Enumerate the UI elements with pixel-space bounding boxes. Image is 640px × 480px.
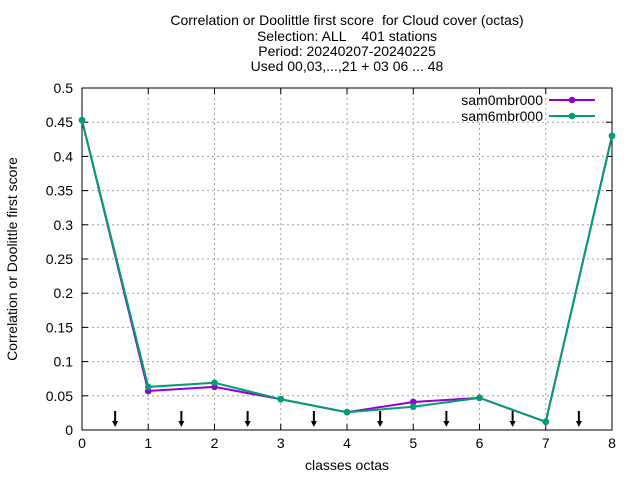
y-tick-label: 0.1 [54,354,74,370]
x-tick-label: 3 [277,435,285,451]
data-point-sam6mbr000 [343,408,351,416]
y-tick-label: 0.25 [46,251,73,267]
data-point-sam0mbr000 [409,398,417,406]
x-tick-label: 0 [78,435,86,451]
arrow-mark-head [112,421,119,427]
data-point-sam6mbr000 [277,395,285,403]
arrow-mark-head [377,421,384,427]
x-tick-label: 5 [409,435,417,451]
y-tick-label: 0.35 [46,183,73,199]
x-tick-label: 4 [343,435,351,451]
x-tick-label: 7 [542,435,550,451]
title-line-4: Used 00,03,...,21 + 03 06 ... 48 [250,58,444,74]
data-point-sam6mbr000 [476,394,483,402]
legend-label: sam6mbr000 [461,108,543,124]
y-tick-label: 0.15 [46,319,73,335]
arrow-mark-head [244,421,251,427]
data-point-sam6mbr000 [144,383,152,391]
y-tick-label: 0.05 [46,388,73,404]
legend-marker [568,96,576,104]
y-tick-label: 0.2 [54,285,74,301]
arrow-mark-head [310,421,317,427]
y-tick-label: 0.4 [54,148,74,164]
y-tick-label: 0.5 [54,80,74,96]
data-point-sam6mbr000 [211,379,218,387]
series-line-sam0mbr000 [81,119,613,424]
data-point-sam6mbr000 [542,418,550,426]
legend-marker [568,112,576,120]
x-tick-label: 1 [144,435,152,451]
y-tick-label: 0 [65,422,73,438]
title-line-3: Period: 20240207-20240225 [258,43,436,59]
arrow-mark-head [575,421,582,427]
arrow-mark-head [178,421,185,427]
x-axis-label: classes octas [304,457,390,473]
x-tick-label: 2 [211,435,219,451]
x-tick-label: 6 [476,435,484,451]
title-line-2: Selection: ALL 401 stations [256,28,438,44]
series-line-sam6mbr000 [81,119,613,424]
legend-label: sam0mbr000 [461,92,543,108]
data-point-sam6mbr000 [78,116,86,124]
data-point-sam6mbr000 [608,132,616,140]
arrow-mark-head [443,421,450,427]
x-tick-label: 8 [608,435,616,451]
y-tick-label: 0.3 [54,217,74,233]
title-line-1: Correlation or Doolittle first score for… [170,12,524,28]
y-tick-label: 0.45 [46,114,73,130]
data-point-sam6mbr000 [409,403,417,411]
arrow-mark-head [509,421,516,427]
